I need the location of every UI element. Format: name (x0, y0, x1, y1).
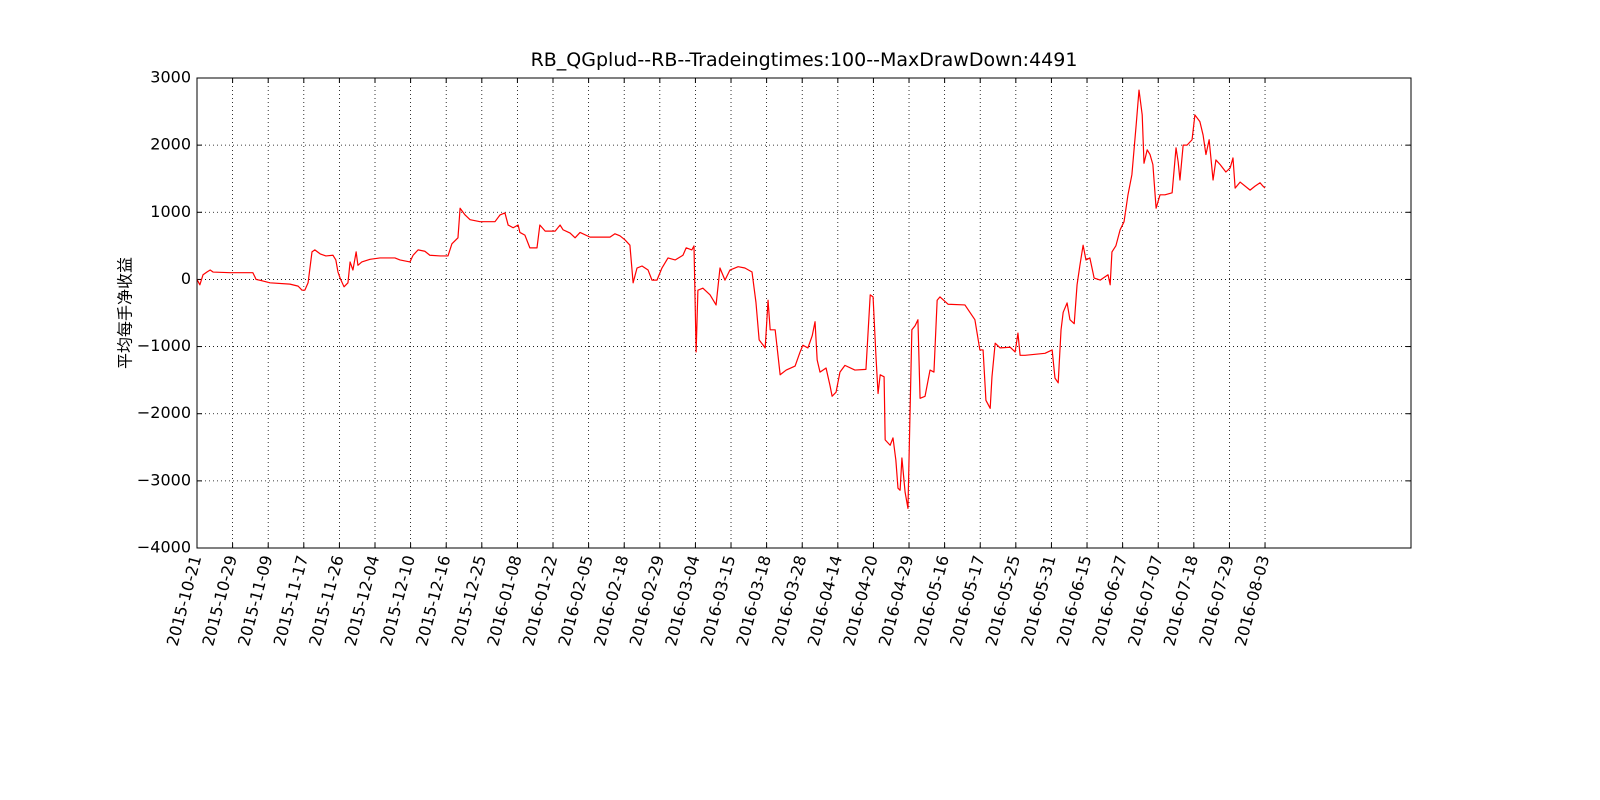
x-tick-label: 2016-05-16 (910, 553, 952, 648)
data-line (196, 89, 1266, 509)
x-tick-label: 2016-04-14 (804, 553, 846, 648)
x-tick-label: 2015-11-09 (234, 553, 276, 648)
x-tick-label: 2016-05-31 (1017, 553, 1059, 648)
y-tick-label: 1000 (150, 202, 191, 221)
x-tick-label: 2016-04-29 (875, 553, 917, 648)
y-tick-label: −3000 (137, 470, 191, 489)
x-tick-label: 2016-06-15 (1053, 553, 1095, 648)
x-tick-label: 2016-02-29 (626, 553, 668, 648)
y-tick-label: 0 (181, 269, 191, 288)
x-tick-label: 2016-01-22 (519, 553, 561, 648)
x-tick-label: 2016-02-18 (590, 553, 632, 648)
plot-frame (196, 77, 1412, 549)
x-tick-label: 2015-12-16 (412, 553, 454, 648)
x-tick-label: 2016-03-18 (732, 553, 774, 648)
x-tick-label: 2016-03-15 (697, 553, 739, 648)
x-tick-label: 2016-07-07 (1124, 553, 1166, 648)
x-tick-label: 2016-05-17 (946, 553, 988, 648)
y-axis-label: 平均每手净收益 (116, 257, 135, 369)
x-tick-label: 2015-12-25 (448, 553, 490, 648)
x-tick-label: 2015-11-17 (270, 553, 312, 648)
x-tick-label: 2016-03-28 (768, 553, 810, 648)
x-tick-label: 2016-07-18 (1160, 553, 1202, 648)
x-tick-label: 2016-03-04 (661, 553, 703, 648)
chart-title: RB_QGplud--RB--Tradeingtimes:100--MaxDra… (531, 49, 1078, 71)
y-tick-label: 3000 (150, 68, 191, 87)
x-tick-label: 2016-04-20 (839, 553, 881, 648)
x-tick-label: 2015-10-21 (163, 553, 205, 648)
x-tick-label: 2016-07-29 (1195, 553, 1237, 648)
x-tick-label: 2015-10-29 (198, 553, 240, 648)
x-tick-label: 2015-11-26 (305, 553, 347, 648)
y-tick-label: 2000 (150, 135, 191, 154)
x-tick-label: 2015-12-10 (376, 553, 418, 648)
x-tick-label: 2016-02-05 (554, 553, 596, 648)
x-tick-label: 2016-08-03 (1231, 553, 1273, 648)
y-tick-label: −4000 (137, 538, 191, 557)
x-tick-label: 2016-06-27 (1088, 553, 1130, 648)
y-tick-label: −1000 (137, 336, 191, 355)
x-tick-label: 2015-12-04 (341, 553, 383, 648)
y-tick-label: −2000 (137, 403, 191, 422)
x-tick-label: 2016-05-25 (982, 553, 1024, 648)
x-tick-label: 2016-01-08 (483, 553, 525, 648)
